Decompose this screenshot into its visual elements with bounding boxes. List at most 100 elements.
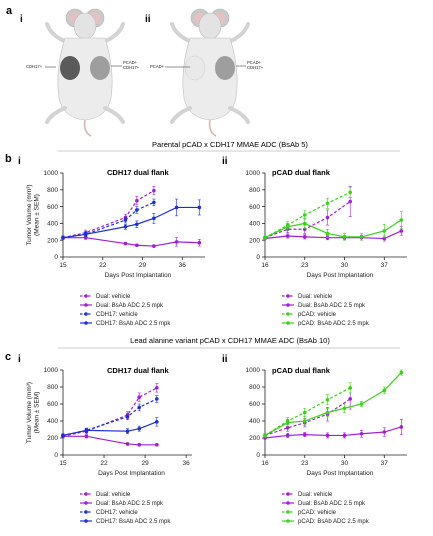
mouse-ii-right-label: PCAD+ CDH17+ bbox=[247, 60, 264, 70]
data-point bbox=[152, 200, 156, 205]
series-line bbox=[62, 398, 158, 437]
y-tick-label: 200 bbox=[249, 237, 260, 244]
data-point bbox=[359, 235, 364, 239]
legend-label: Dual: vehicle bbox=[298, 294, 333, 300]
series-1 bbox=[61, 383, 159, 439]
data-point bbox=[135, 243, 139, 248]
x-tick-label: 23 bbox=[301, 460, 309, 467]
mouse-ii-left-label: PCAD+ bbox=[150, 64, 165, 69]
data-point bbox=[83, 232, 88, 237]
panel-b-label: b bbox=[5, 153, 12, 165]
y-tick-label: 800 bbox=[47, 384, 58, 391]
legend-marker bbox=[84, 312, 88, 316]
series-line bbox=[264, 398, 351, 437]
y-tick-label: 0 bbox=[54, 452, 58, 459]
data-point bbox=[263, 433, 267, 438]
data-point bbox=[84, 434, 89, 439]
data-point bbox=[197, 240, 202, 245]
y-axis-label: Tumor Volume (mm³)(Mean ± SEM) bbox=[26, 382, 41, 443]
data-point bbox=[125, 442, 130, 446]
data-point bbox=[348, 199, 353, 204]
data-point bbox=[174, 205, 179, 210]
series-2 bbox=[61, 434, 159, 447]
chart-title: CDH17 dual flank bbox=[107, 168, 170, 177]
legend-label: CDH17: vehicle bbox=[96, 510, 138, 516]
data-point bbox=[382, 430, 387, 434]
data-point bbox=[155, 420, 159, 424]
data-point bbox=[152, 216, 156, 221]
x-tick-label: 29 bbox=[139, 262, 147, 269]
legend-label: Dual: vehicle bbox=[96, 294, 131, 300]
legend-marker bbox=[286, 492, 290, 496]
data-point bbox=[325, 410, 330, 415]
y-tick-label: 600 bbox=[249, 401, 260, 408]
chart-c-i: CDH17 dual flank 0 200 400 600 800 1000 15 22 29 3… bbox=[26, 366, 192, 525]
series-1 bbox=[61, 186, 156, 240]
y-tick-label: 800 bbox=[47, 187, 58, 194]
legend-marker bbox=[84, 294, 88, 298]
data-point bbox=[399, 218, 404, 222]
legend-label: Dual: BsAb ADC 2.5 mpk bbox=[96, 303, 164, 309]
legend-label: Dual: BsAb ADC 2.5 mpk bbox=[96, 501, 164, 507]
data-point bbox=[285, 234, 290, 238]
chart-b-ii: pCAD dual flank 0 200 400 600 800 1000 16 23 30 37… bbox=[246, 168, 407, 327]
data-point bbox=[61, 235, 65, 240]
data-point bbox=[325, 433, 330, 438]
y-tick-label: 400 bbox=[47, 221, 58, 228]
x-axis-label: Days Post Implantation bbox=[98, 470, 165, 477]
data-point bbox=[302, 410, 307, 415]
series-line bbox=[63, 435, 157, 446]
panel-a-label: a bbox=[6, 5, 13, 17]
x-tick-label: 16 bbox=[261, 460, 269, 467]
legend-label: CDH17: BsAb ADC 2.5 mpk bbox=[96, 519, 171, 525]
data-point bbox=[155, 443, 159, 447]
data-point bbox=[137, 405, 142, 410]
data-point bbox=[285, 426, 290, 430]
data-point bbox=[123, 218, 128, 222]
x-axis-label: Days Post Implantation bbox=[307, 470, 374, 477]
legend-label: Dual: vehicle bbox=[96, 492, 131, 498]
data-point bbox=[325, 231, 330, 236]
data-point bbox=[152, 188, 156, 193]
data-point bbox=[399, 229, 404, 233]
legend-label: Dual: BsAb ADC 2.5 mpk bbox=[298, 501, 366, 507]
data-point bbox=[125, 429, 130, 434]
x-tick-label: 37 bbox=[381, 262, 389, 269]
x-tick-label: 22 bbox=[99, 262, 107, 269]
series-line bbox=[264, 372, 402, 436]
x-tick-label: 36 bbox=[183, 460, 191, 467]
legend-marker bbox=[84, 303, 88, 307]
legend-label: pCAD: BsAb ADC 2.5 mpk bbox=[298, 519, 370, 525]
mouse-illustration-ii bbox=[170, 8, 250, 137]
legend-label: Dual: BsAb ADC 2.5 mpk bbox=[298, 303, 366, 309]
series-2 bbox=[263, 418, 404, 440]
data-point bbox=[125, 414, 130, 419]
data-point bbox=[84, 428, 89, 433]
legend-marker bbox=[286, 312, 290, 316]
legend-marker bbox=[84, 519, 88, 523]
x-tick-label: 36 bbox=[179, 262, 187, 269]
legend-marker bbox=[286, 303, 290, 307]
data-point bbox=[174, 240, 179, 244]
series-1 bbox=[263, 388, 353, 438]
x-tick-label: 29 bbox=[141, 460, 149, 467]
series-4 bbox=[61, 417, 159, 438]
data-point bbox=[123, 241, 128, 246]
section-b-title: Parental pCAD x CDH17 MMAE ADC (BsAb 5) bbox=[152, 140, 308, 149]
y-tick-label: 600 bbox=[47, 204, 58, 211]
y-tick-label: 0 bbox=[256, 452, 260, 459]
data-point bbox=[285, 433, 290, 438]
data-point bbox=[325, 397, 330, 402]
mouse-i-right-label: PCAD+ CDH17+ bbox=[123, 60, 140, 70]
legend-label: Dual: vehicle bbox=[298, 492, 333, 498]
y-tick-label: 0 bbox=[54, 254, 58, 261]
x-tick-label: 15 bbox=[59, 262, 67, 269]
data-point bbox=[302, 235, 307, 239]
y-tick-label: 1000 bbox=[44, 367, 59, 374]
data-point bbox=[348, 386, 353, 390]
series-line bbox=[264, 230, 402, 240]
series-4 bbox=[61, 198, 202, 240]
tumor-right-ii bbox=[215, 56, 235, 80]
data-point bbox=[197, 205, 202, 210]
panel-c-ii-label: ii bbox=[222, 354, 228, 365]
